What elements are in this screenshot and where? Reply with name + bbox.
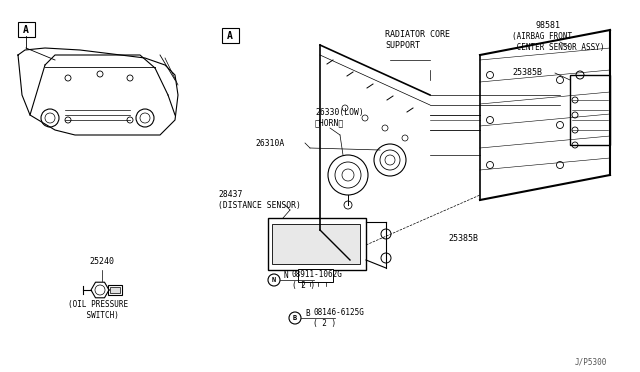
Text: A: A <box>227 31 233 41</box>
Bar <box>268 218 366 270</box>
Text: 28437
(DISTANCE SENSOR): 28437 (DISTANCE SENSOR) <box>218 190 301 210</box>
Bar <box>110 287 120 293</box>
Bar <box>298 269 333 282</box>
Text: 98581: 98581 <box>536 20 561 29</box>
Text: 08911-1062G
( 2 ): 08911-1062G ( 2 ) <box>292 270 343 290</box>
FancyBboxPatch shape <box>17 22 35 36</box>
Text: 25385B: 25385B <box>448 234 478 243</box>
Text: 08146-6125G
( 2 ): 08146-6125G ( 2 ) <box>313 308 364 328</box>
Text: 26330(LOW)
〈HORN〉: 26330(LOW) 〈HORN〉 <box>315 108 364 128</box>
Text: N: N <box>284 270 289 279</box>
Bar <box>570 75 610 145</box>
Text: B: B <box>305 308 310 317</box>
Text: (AIRBAG FRONT
 CENTER SENSOR ASSY): (AIRBAG FRONT CENTER SENSOR ASSY) <box>512 32 605 52</box>
Text: J/P5300: J/P5300 <box>575 357 607 366</box>
Bar <box>108 285 122 295</box>
FancyBboxPatch shape <box>221 28 239 42</box>
Text: RADIATOR CORE
SUPPORT: RADIATOR CORE SUPPORT <box>385 30 450 50</box>
Text: 25240: 25240 <box>90 257 115 266</box>
Text: (OIL PRESSURE
    SWITCH): (OIL PRESSURE SWITCH) <box>68 300 128 320</box>
Bar <box>272 224 360 264</box>
Text: 26310A: 26310A <box>255 138 284 148</box>
Text: B: B <box>293 315 297 321</box>
Text: N: N <box>272 277 276 283</box>
Text: A: A <box>23 25 29 35</box>
Text: 25385B: 25385B <box>512 67 542 77</box>
